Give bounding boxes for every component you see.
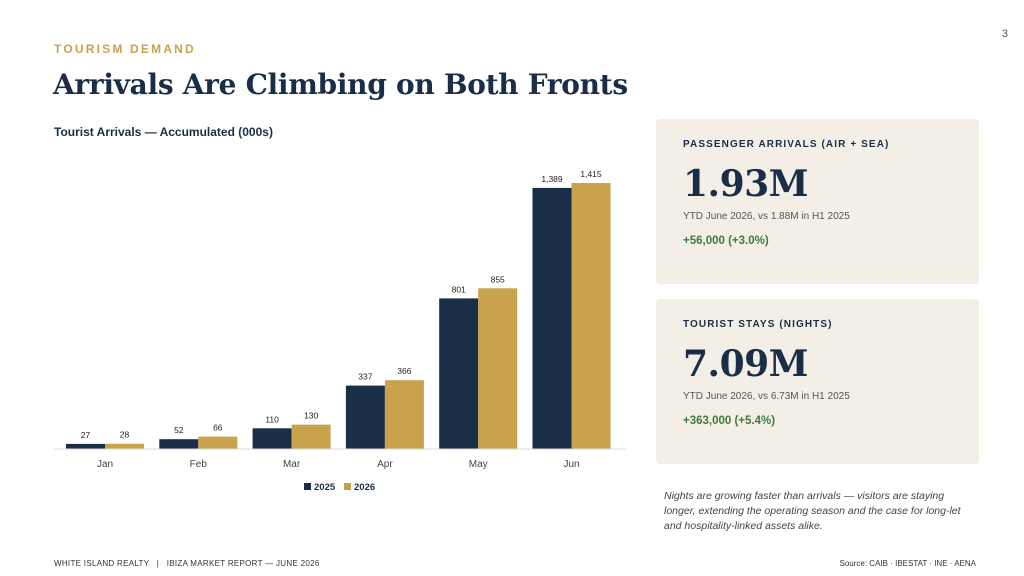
- section-eyebrow: TOURISM DEMAND: [54, 42, 196, 56]
- bar-label-2026-may: 855: [491, 274, 505, 284]
- legend-label-2026: 2026: [354, 482, 375, 493]
- page-number: 3: [1001, 28, 1008, 40]
- bar-label-2026-feb: 66: [213, 423, 223, 433]
- bar-label-2025-feb: 52: [174, 425, 184, 435]
- card-label: TOURIST STAYS (NIGHTS): [683, 319, 833, 330]
- bar-2026-may: [478, 288, 518, 449]
- category-label-may: May: [469, 459, 488, 470]
- bar-2026-feb: [198, 436, 238, 449]
- arrivals-bar-chart: 27 28 52 66 110 130 337 366 801 855 1,389 1,415 Jan…: [54, 169, 626, 493]
- legend-label-2025: 2025: [314, 482, 336, 493]
- bar-label-2026-jun: 1,415: [580, 169, 602, 179]
- legend-swatch-2026: [344, 483, 351, 490]
- chart-bars: [66, 183, 611, 449]
- bar-label-2025-mar: 110: [265, 414, 279, 424]
- category-label-mar: Mar: [283, 459, 301, 470]
- bar-label-2025-jun: 1,389: [541, 174, 563, 184]
- card-change: +363,000 (+5.4%): [683, 415, 776, 427]
- footer-source: Source: CAIB · IBESTAT · INE · AENA: [839, 559, 976, 568]
- page-title: Arrivals Are Climbing on Both Fronts: [53, 68, 628, 101]
- bar-2025-jan: [66, 443, 105, 449]
- bar-label-2025-apr: 337: [358, 372, 372, 382]
- bar-2025-apr: [345, 385, 385, 449]
- bar-2026-apr: [384, 380, 424, 449]
- category-label-apr: Apr: [377, 459, 393, 470]
- card-value: 1.93M: [683, 163, 809, 205]
- bar-2025-mar: [252, 428, 292, 449]
- card-subtext: YTD June 2026, vs 1.88M in H1 2025: [683, 211, 850, 222]
- card-subtext: YTD June 2026, vs 6.73M in H1 2025: [683, 391, 850, 402]
- chart-legend: 2025 2026: [304, 482, 375, 493]
- category-label-jan: Jan: [97, 459, 113, 470]
- bar-2025-may: [439, 298, 479, 449]
- chart-bar-labels: 27 28 52 66 110 130 337 366 801 855 1,389 1,415: [81, 169, 602, 440]
- bar-2026-jun: [571, 183, 611, 449]
- chart-category-labels: Jan Feb Mar Apr May Jun: [97, 459, 580, 470]
- bar-2026-mar: [291, 424, 331, 449]
- tourist-stays-card: TOURIST STAYS (NIGHTS) 7.09M YTD June 20…: [656, 299, 979, 464]
- bar-label-2025-may: 801: [452, 284, 466, 294]
- card-value: 7.09M: [683, 343, 809, 385]
- bar-2025-jun: [532, 187, 572, 449]
- insight-note: Nights are growing faster than arrivals …: [664, 490, 961, 532]
- bar-label-2026-jan: 28: [120, 430, 130, 440]
- footer-brand: WHITE ISLAND REALTY | IBIZA MARKET REPOR…: [54, 559, 320, 568]
- bar-2025-feb: [159, 439, 199, 449]
- chart-title: Tourist Arrivals — Accumulated (000s): [54, 125, 273, 139]
- bar-label-2026-apr: 366: [397, 366, 411, 376]
- bar-label-2026-mar: 130: [304, 411, 318, 421]
- category-label-feb: Feb: [190, 459, 208, 470]
- legend-swatch-2025: [304, 483, 311, 490]
- passenger-arrivals-card: PASSENGER ARRIVALS (AIR + SEA) 1.93M YTD…: [656, 119, 979, 284]
- bar-label-2025-jan: 27: [81, 430, 91, 440]
- category-label-jun: Jun: [563, 459, 579, 470]
- bar-2026-jan: [105, 443, 144, 449]
- card-label: PASSENGER ARRIVALS (AIR + SEA): [683, 139, 890, 150]
- card-change: +56,000 (+3.0%): [683, 235, 769, 247]
